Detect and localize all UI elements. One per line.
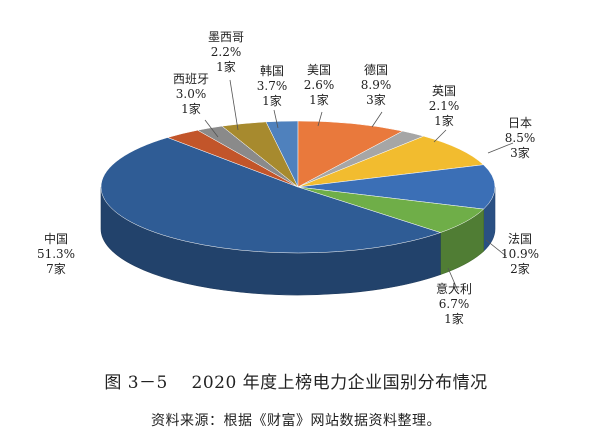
data-label-美国: 美国 2.6% 1家 bbox=[304, 63, 335, 107]
data-label-percent_label: 2.2% bbox=[211, 45, 242, 59]
data-label-英国: 英国 2.1% 1家 bbox=[429, 84, 460, 128]
data-label-墨西哥: 墨西哥 2.2% 1家 bbox=[208, 30, 244, 74]
data-label-percent_label: 2.6% bbox=[304, 78, 335, 92]
data-label-日本: 日本 8.5% 3家 bbox=[505, 116, 536, 160]
leader-line-韩国 bbox=[273, 109, 279, 129]
data-label-count_label: 1家 bbox=[434, 113, 454, 128]
data-label-percent_label: 3.0% bbox=[176, 87, 207, 101]
data-label-count_label: 1家 bbox=[444, 311, 464, 326]
data-label-percent_label: 8.5% bbox=[505, 131, 536, 145]
data-label-percent_label: 2.1% bbox=[429, 99, 460, 113]
data-label-percent_label: 3.7% bbox=[257, 79, 288, 93]
leader-line-美国 bbox=[317, 111, 323, 127]
pie-slice-德国 bbox=[297, 120, 404, 188]
data-label-count_label: 2家 bbox=[510, 261, 530, 276]
data-label-count_label: 7家 bbox=[46, 261, 66, 276]
data-label-name: 中国 bbox=[44, 231, 68, 246]
leader-line-墨西哥 bbox=[229, 79, 239, 131]
data-label-中国: 中国 51.3% 7家 bbox=[37, 231, 75, 276]
data-label-count_label: 1家 bbox=[181, 101, 201, 116]
leader-line-西班牙 bbox=[204, 119, 219, 138]
figure-caption: 图 3－5 2020 年度上榜电力企业国别分布情况 bbox=[0, 368, 592, 393]
data-label-count_label: 3家 bbox=[366, 92, 386, 107]
data-label-count_label: 1家 bbox=[262, 93, 282, 108]
data-label-name: 墨西哥 bbox=[208, 30, 244, 44]
data-label-韩国: 韩国 3.7% 1家 bbox=[257, 63, 288, 108]
figure-source-note: 资料来源：根据《财富》网站数据资料整理。 bbox=[0, 410, 592, 430]
data-label-name: 韩国 bbox=[260, 63, 284, 78]
data-label-name: 德国 bbox=[364, 62, 388, 77]
leader-line-英国 bbox=[433, 129, 447, 143]
data-label-percent_label: 10.9% bbox=[501, 247, 539, 261]
leader-lines bbox=[204, 79, 514, 292]
data-label-name: 法国 bbox=[508, 232, 532, 246]
pie-slice-中国 bbox=[100, 137, 442, 254]
pie-slices bbox=[100, 120, 496, 254]
source-text: 资料来源：根据《财富》网站数据资料整理。 bbox=[151, 413, 441, 429]
data-label-法国: 法国 10.9% 2家 bbox=[501, 232, 539, 276]
leader-line-日本 bbox=[487, 142, 514, 154]
leader-line-意大利 bbox=[447, 267, 459, 292]
leader-line-法国 bbox=[485, 239, 507, 257]
data-label-name: 英国 bbox=[432, 84, 456, 98]
data-label-name: 西班牙 bbox=[173, 72, 209, 86]
data-label-percent_label: 51.3% bbox=[37, 247, 75, 261]
data-label-count_label: 3家 bbox=[510, 145, 530, 160]
figure-number: 图 3－5 bbox=[104, 373, 168, 393]
leader-line-德国 bbox=[371, 111, 383, 128]
data-label-count_label: 1家 bbox=[309, 92, 329, 107]
pie-slice-韩国 bbox=[221, 121, 299, 188]
data-label-name: 美国 bbox=[307, 63, 331, 77]
data-label-percent_label: 8.9% bbox=[361, 78, 392, 92]
data-label-德国: 德国 8.9% 3家 bbox=[361, 62, 392, 107]
data-label-西班牙: 西班牙 3.0% 1家 bbox=[173, 72, 209, 116]
pie-slice-法国 bbox=[297, 164, 496, 210]
data-label-name: 日本 bbox=[508, 116, 532, 130]
data-label-count_label: 1家 bbox=[216, 59, 236, 74]
figure-title: 2020 年度上榜电力企业国别分布情况 bbox=[191, 373, 488, 393]
data-label-percent_label: 6.7% bbox=[439, 297, 470, 311]
pie-slice-日本 bbox=[297, 135, 485, 188]
data-label-意大利: 意大利 6.7% 1家 bbox=[436, 281, 472, 326]
data-label-name: 意大利 bbox=[436, 281, 472, 296]
